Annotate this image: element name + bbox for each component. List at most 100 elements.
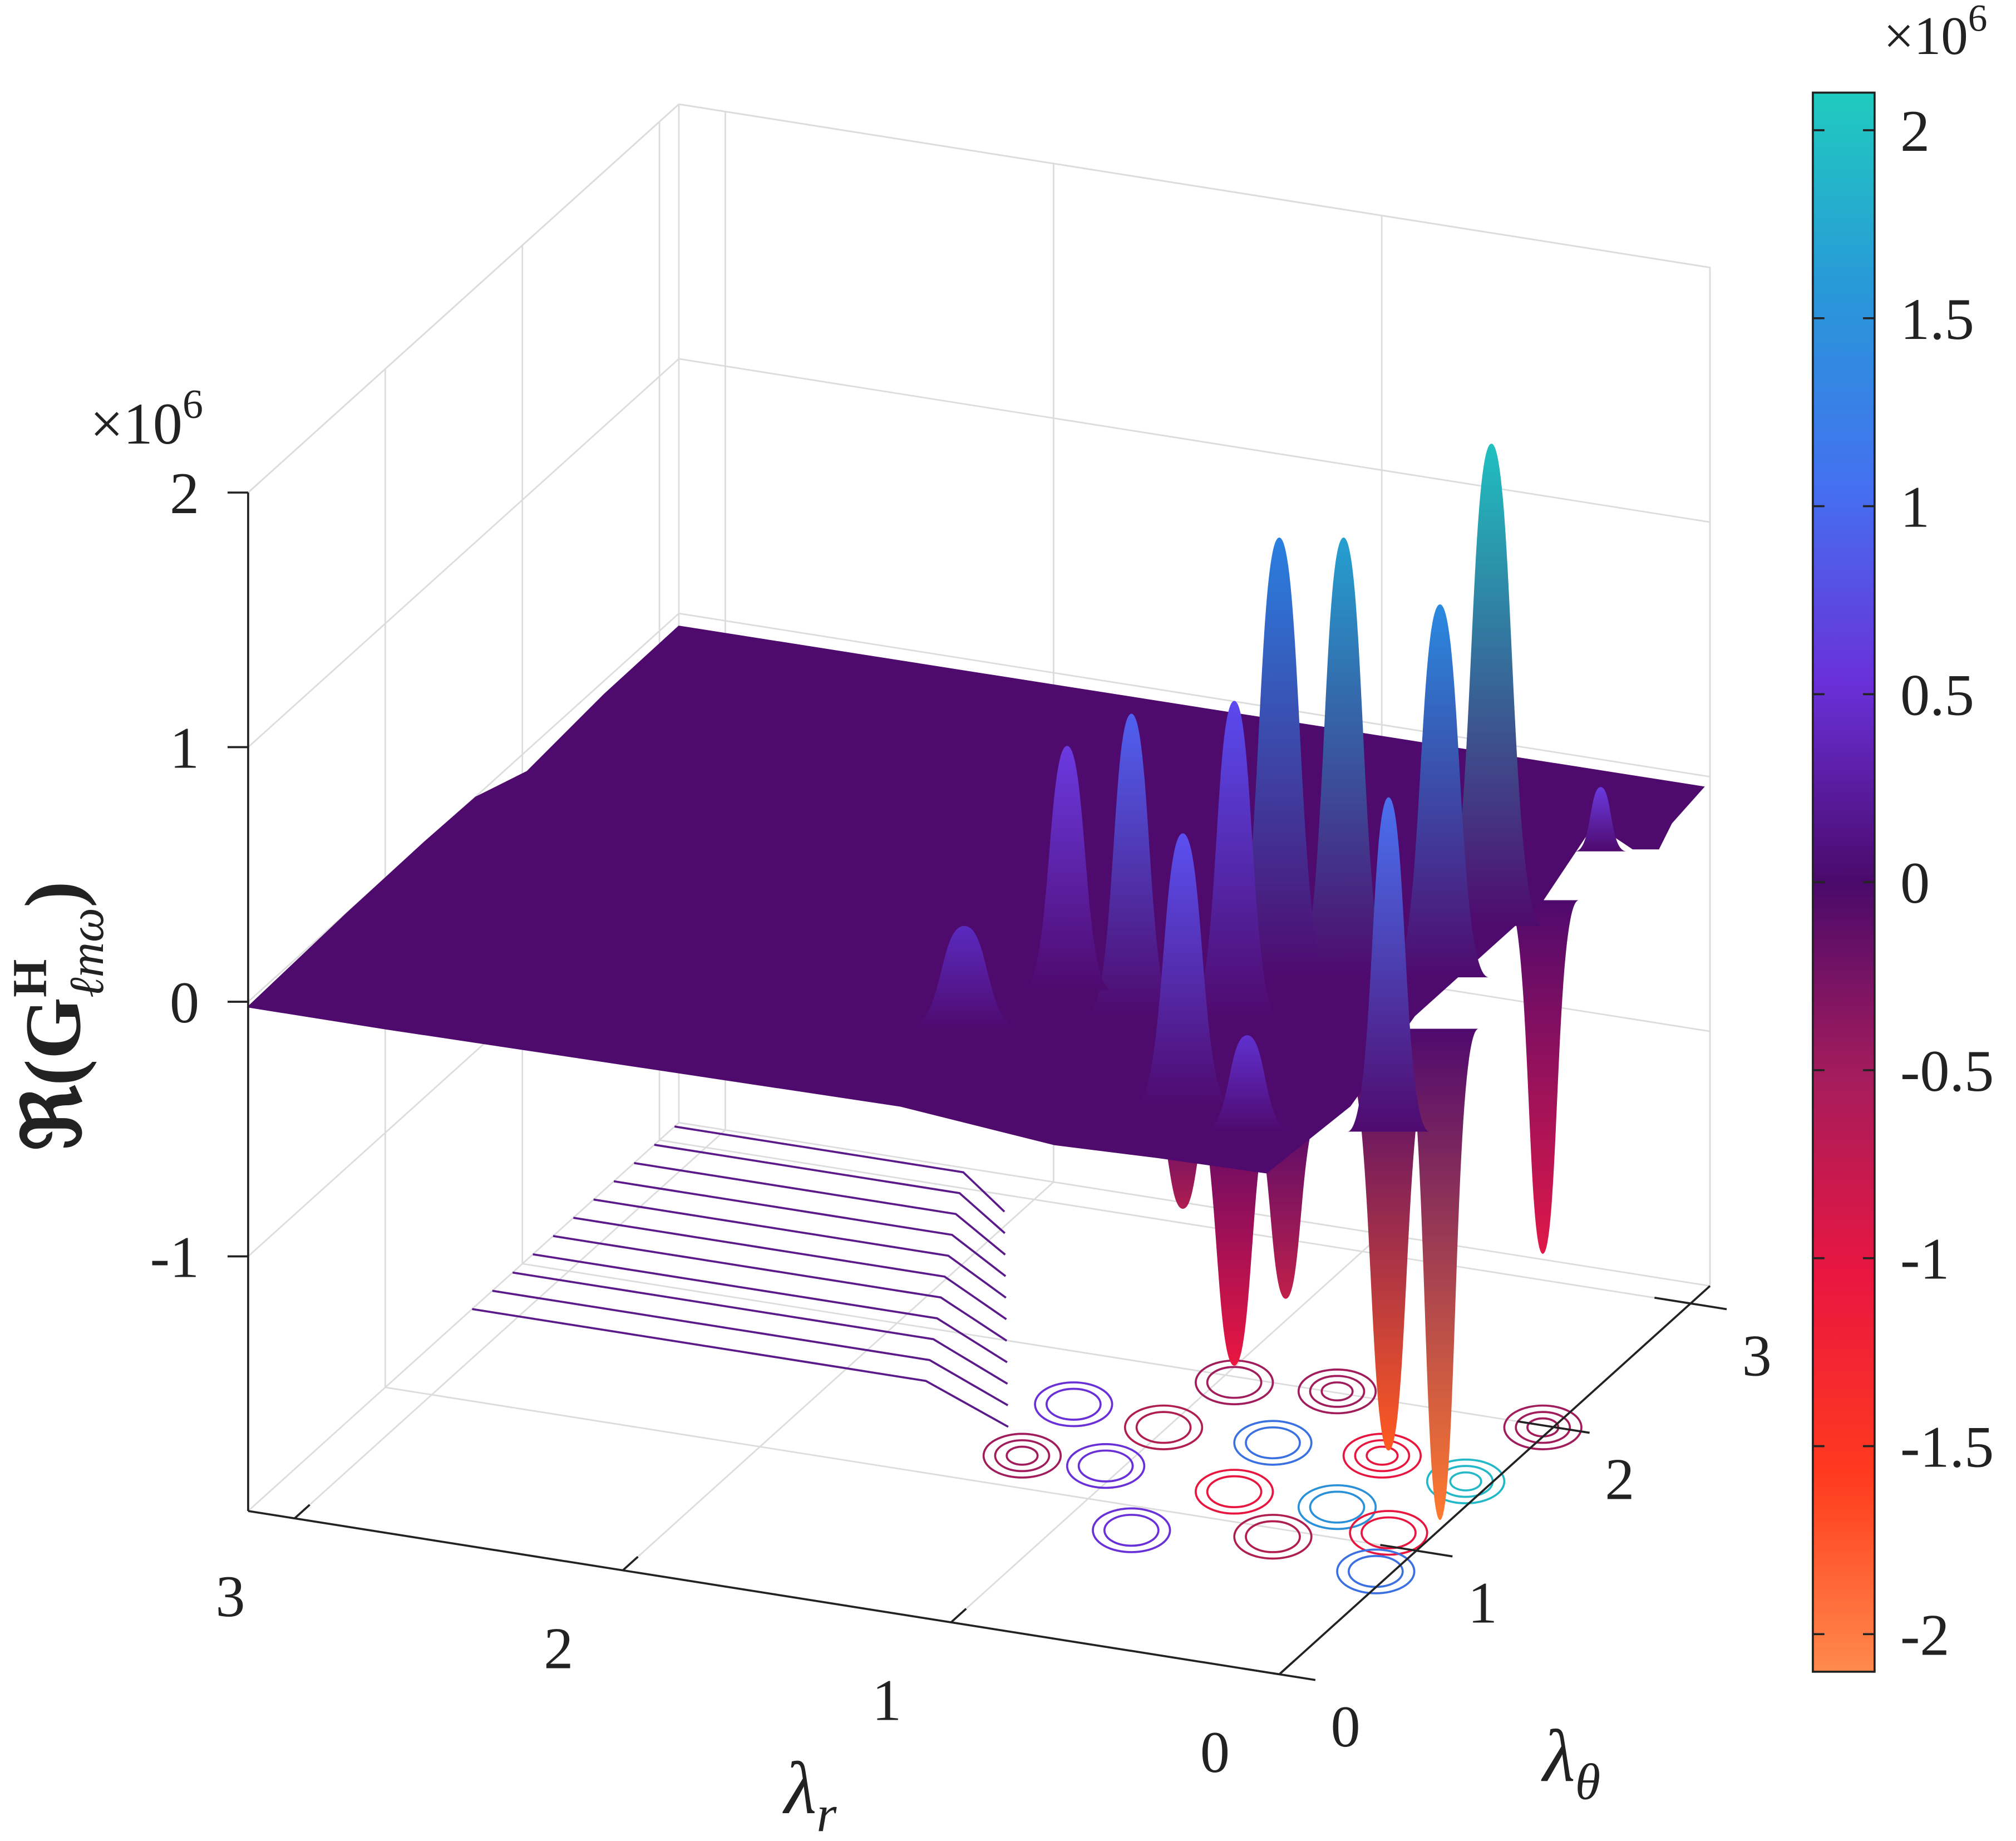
contour-ring: [1503, 1404, 1583, 1450]
contour-line: [593, 1198, 1007, 1299]
colorbar: -2 -1.5 -1 -0.5 0 0.5 1 1.5 2: [1812, 91, 1994, 1673]
contour-line: [492, 1289, 1009, 1406]
y-tick: [1279, 1673, 1316, 1681]
colorbar-tick-label: 0.5: [1900, 662, 1974, 727]
z-label-prefix: ℜ(: [8, 1059, 97, 1150]
x-axis-label: λr: [782, 1747, 837, 1841]
surface-peak: [1347, 797, 1430, 1132]
surface-dip: [1507, 900, 1579, 1254]
y-tick: [1690, 1302, 1727, 1311]
colorbar-tick-label: 2: [1900, 98, 1930, 164]
surface-peak: [1086, 713, 1177, 1016]
contour-ring: [1005, 1445, 1039, 1466]
contour-ring: [1336, 1548, 1416, 1594]
contour-line: [634, 1161, 1006, 1256]
grid-line: [678, 103, 1711, 269]
surface-peak: [1202, 1035, 1293, 1132]
x-tick: [622, 1556, 639, 1572]
z-label-suffix: ): [8, 881, 97, 908]
grid-line: [294, 1129, 726, 1519]
contour-ring: [1245, 1520, 1301, 1553]
z-label-sub: ℓmω: [60, 908, 114, 998]
surface-peak: [906, 926, 1022, 1029]
x-label-symbol: λ: [782, 1747, 816, 1829]
y-tick: [1243, 1667, 1280, 1676]
z-multiplier-base: ×10: [90, 391, 183, 456]
contour-ring: [1366, 1445, 1399, 1466]
x-tick-label: 1: [872, 1667, 901, 1733]
x-label-sub: r: [817, 1785, 837, 1841]
contour-ring: [1309, 1490, 1366, 1524]
x-tick-label: 0: [1200, 1719, 1230, 1785]
y-tick: [1517, 1420, 1554, 1429]
colorbar-multiplier-base: ×10: [1884, 6, 1968, 66]
grid-line: [385, 1386, 1417, 1552]
contour-ring: [1092, 1507, 1171, 1553]
contour-line: [472, 1308, 1009, 1428]
y-tick: [1416, 1549, 1453, 1558]
colorbar-tick-label: -0.5: [1900, 1038, 1994, 1104]
contour-ring: [994, 1439, 1051, 1473]
contour-ring: [982, 1433, 1062, 1479]
contour-ring: [1320, 1381, 1354, 1402]
box-edge: [678, 1121, 1711, 1287]
contour-ring: [1194, 1469, 1274, 1515]
contour-ring: [1206, 1366, 1263, 1399]
x-tick-label: 2: [544, 1615, 573, 1681]
contour-line: [553, 1235, 1008, 1342]
contour-ring: [1066, 1443, 1146, 1489]
y-tick-label: 1: [1468, 1570, 1497, 1636]
z-tick-label: -1: [150, 1224, 200, 1289]
y-tick: [1654, 1297, 1691, 1305]
colorbar-tick-label: 1: [1900, 474, 1930, 540]
y-tick-label: 0: [1330, 1694, 1360, 1759]
surface-peak: [1440, 444, 1543, 926]
y-label-symbol: λ: [1541, 1715, 1575, 1797]
grid-line: [678, 358, 1711, 523]
grid-line: [248, 104, 679, 494]
colorbar-tick-label: -2: [1900, 1602, 1950, 1667]
contour-line: [573, 1217, 1007, 1320]
x-axis-line: [248, 1510, 1280, 1676]
contour-ring: [1426, 1458, 1506, 1505]
surface-peaks: [906, 444, 1626, 1132]
y-tick-label: 3: [1742, 1323, 1772, 1389]
z-label-sup: H: [3, 959, 57, 997]
colorbar-multiplier-exp: 6: [1968, 0, 1988, 40]
z-multiplier: ×106: [90, 381, 203, 456]
surface-peak: [1575, 787, 1626, 851]
contour-ring: [1515, 1411, 1571, 1444]
surface-peak: [1189, 701, 1280, 1016]
z-multiplier-exp: 6: [183, 381, 203, 427]
x-tick: [1278, 1660, 1295, 1675]
grid-line: [622, 1181, 1054, 1571]
contour-ring: [1297, 1484, 1377, 1530]
surface-dip: [1401, 1028, 1479, 1520]
contour-ring: [1361, 1516, 1417, 1549]
z-label-main: G: [8, 997, 97, 1059]
z-axis-label: ℜ(GH ℓmω): [3, 881, 114, 1150]
y-axis-label: λθ: [1541, 1715, 1600, 1810]
colorbar-tick-label: -1.5: [1900, 1414, 1994, 1479]
contour-line: [512, 1271, 1008, 1385]
y-tick: [1553, 1426, 1590, 1434]
contour-ring: [1233, 1420, 1313, 1466]
colorbar-tick-label: 1.5: [1900, 286, 1974, 352]
contour-line: [613, 1180, 1007, 1277]
box-edge: [248, 1122, 679, 1512]
contour-ring: [1449, 1471, 1482, 1491]
grid-line: [248, 358, 679, 748]
grid-line: [659, 1139, 1691, 1305]
contour-ring: [1233, 1514, 1313, 1560]
y-tick: [1380, 1544, 1417, 1552]
contour-ring: [1123, 1404, 1204, 1450]
contour-ring: [1309, 1375, 1366, 1408]
contour-ring: [1354, 1439, 1411, 1473]
colorbar-tick-label: -1: [1900, 1226, 1950, 1292]
y-tick-label: 2: [1605, 1446, 1634, 1512]
contour-ring: [1135, 1411, 1192, 1444]
x-tick-label: 3: [215, 1563, 245, 1629]
colorbar-tick-label: 0: [1900, 850, 1930, 915]
surface-peak: [1022, 746, 1112, 991]
